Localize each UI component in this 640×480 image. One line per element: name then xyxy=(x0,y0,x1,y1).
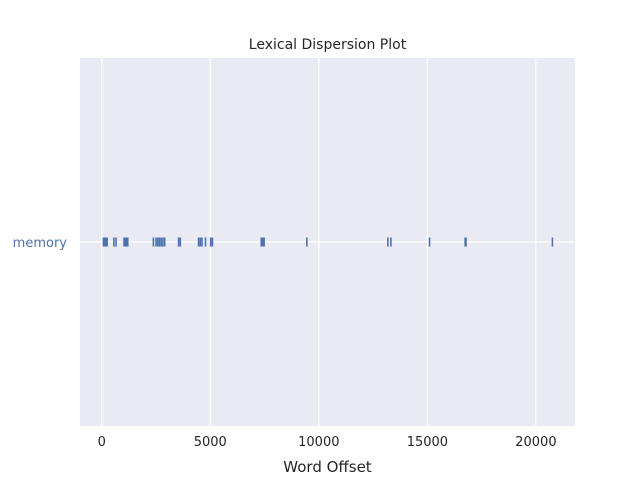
chart-title: Lexical Dispersion Plot xyxy=(249,37,407,53)
x-axis-label: Word Offset xyxy=(283,458,372,476)
x-tick-label: 20000 xyxy=(515,435,556,450)
x-tick-label: 0 xyxy=(98,435,106,450)
y-tick-label-memory: memory xyxy=(13,236,68,251)
x-tick-label: 15000 xyxy=(407,435,448,450)
x-tick-label: 5000 xyxy=(194,435,227,450)
x-tick-label: 10000 xyxy=(298,435,339,450)
data-marks xyxy=(102,237,554,247)
y-axis-ticks: memory xyxy=(13,236,68,251)
x-axis-ticks: 0 5000 10000 15000 20000 xyxy=(98,435,557,450)
